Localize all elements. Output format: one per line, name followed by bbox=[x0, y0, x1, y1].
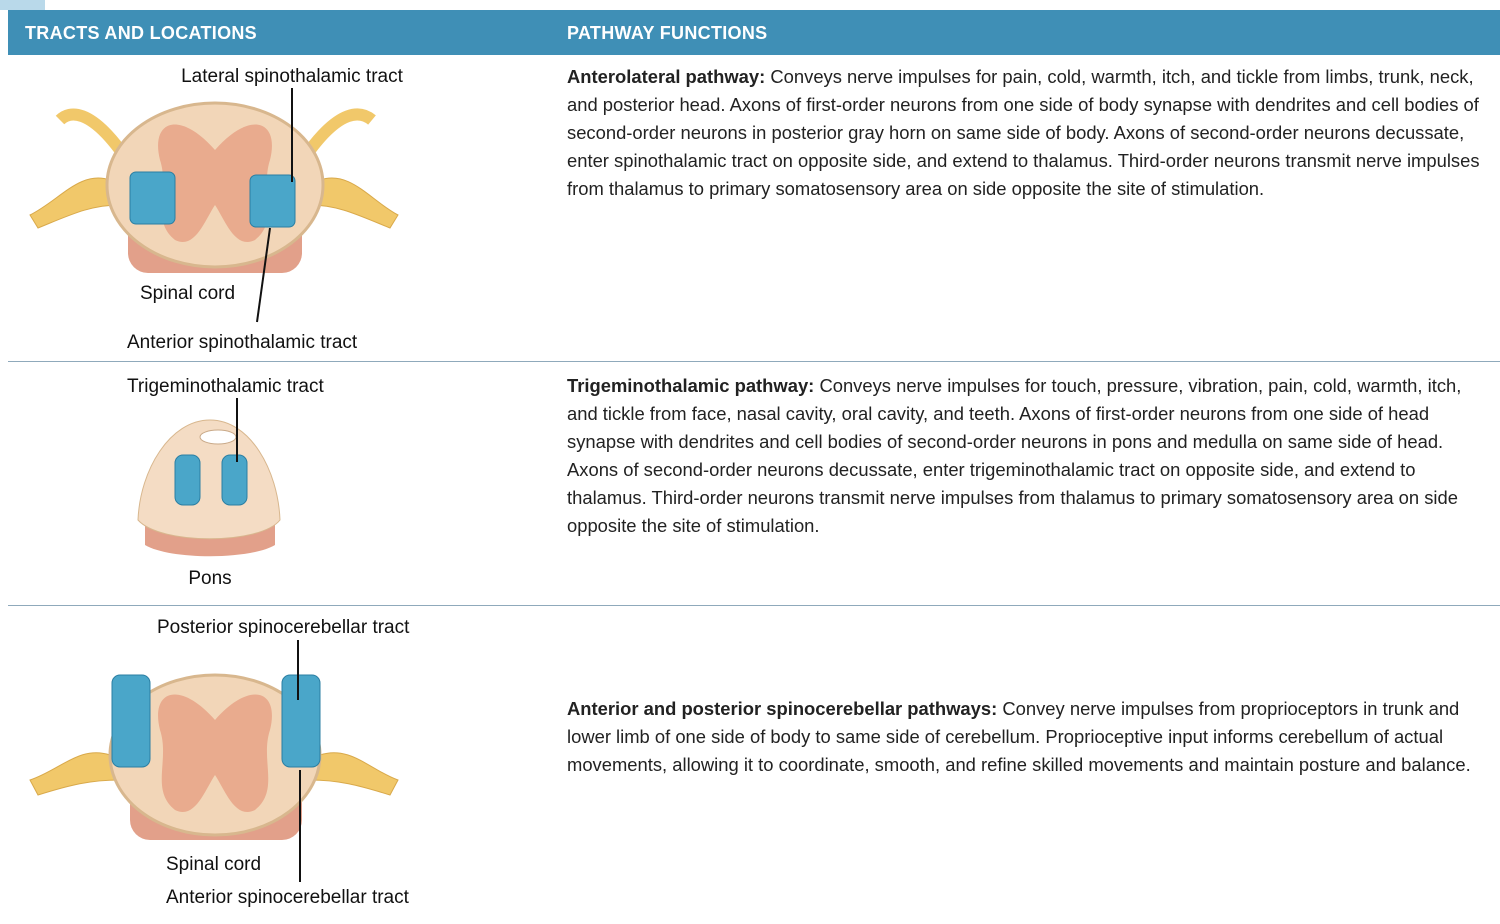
description: Anterior and posterior spinocerebellar p… bbox=[567, 695, 1492, 779]
nerve bbox=[309, 177, 399, 229]
label: Anterior spinocerebellar tract bbox=[166, 887, 410, 908]
tract bbox=[249, 174, 296, 228]
row-separator bbox=[8, 605, 1500, 606]
gray-matter bbox=[158, 694, 272, 812]
label: Pons bbox=[188, 568, 231, 589]
pathway-name: Anterolateral pathway: bbox=[567, 66, 766, 87]
tract bbox=[281, 674, 321, 768]
description: Trigeminothalamic pathway: Conveys nerve… bbox=[567, 372, 1492, 540]
description-text: Conveys nerve impulses for touch, pressu… bbox=[567, 375, 1462, 536]
label: Trigeminothalamic tract bbox=[127, 376, 324, 397]
label: Spinal cord bbox=[140, 283, 235, 304]
description: Anterolateral pathway: Conveys nerve imp… bbox=[567, 63, 1492, 203]
nerve bbox=[29, 752, 121, 796]
header-cell: TRACTS AND LOCATIONS bbox=[25, 23, 257, 43]
label: Lateral spinothalamic tract bbox=[181, 66, 403, 87]
description-text: Convey nerve impulses from proprioceptor… bbox=[567, 698, 1471, 775]
tab bbox=[0, 0, 45, 10]
tract bbox=[129, 171, 176, 225]
nerve bbox=[55, 108, 125, 154]
gray-matter bbox=[158, 124, 272, 242]
pathway-name: Trigeminothalamic pathway: bbox=[567, 375, 815, 396]
nerve bbox=[309, 752, 399, 796]
nerve bbox=[29, 177, 121, 229]
pons bbox=[137, 419, 281, 540]
tract bbox=[174, 454, 201, 506]
spinal-cord-illustration bbox=[29, 88, 399, 323]
row-separator bbox=[8, 361, 1500, 362]
label: Posterior spinocerebellar tract bbox=[157, 617, 410, 638]
label: Anterior spinothalamic tract bbox=[127, 332, 358, 353]
leader-line bbox=[256, 227, 271, 323]
header-cell: PATHWAY FUNCTIONS bbox=[567, 23, 768, 43]
nerve bbox=[305, 108, 376, 154]
pathway-name: Anterior and posterior spinocerebellar p… bbox=[567, 698, 998, 719]
description-text: Conveys nerve impulses for pain, cold, w… bbox=[567, 66, 1480, 199]
label: Spinal cord bbox=[166, 854, 261, 875]
pons-illustration bbox=[137, 398, 281, 557]
tract bbox=[111, 674, 151, 768]
tract bbox=[221, 454, 248, 506]
illustrations: Lateral spinothalamic tract Spinal cord … bbox=[29, 66, 410, 908]
header-bar: TRACTS AND LOCATIONS PATHWAY FUNCTIONS bbox=[8, 10, 1500, 55]
spinal-cord-illustration bbox=[29, 640, 399, 882]
ventricle bbox=[199, 429, 237, 445]
